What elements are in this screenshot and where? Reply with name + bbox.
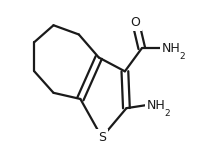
Text: 2: 2: [179, 52, 185, 61]
Text: NH: NH: [146, 99, 165, 112]
Text: S: S: [98, 131, 106, 144]
Text: NH: NH: [162, 42, 181, 55]
Text: 2: 2: [164, 109, 170, 118]
Text: O: O: [131, 16, 141, 29]
